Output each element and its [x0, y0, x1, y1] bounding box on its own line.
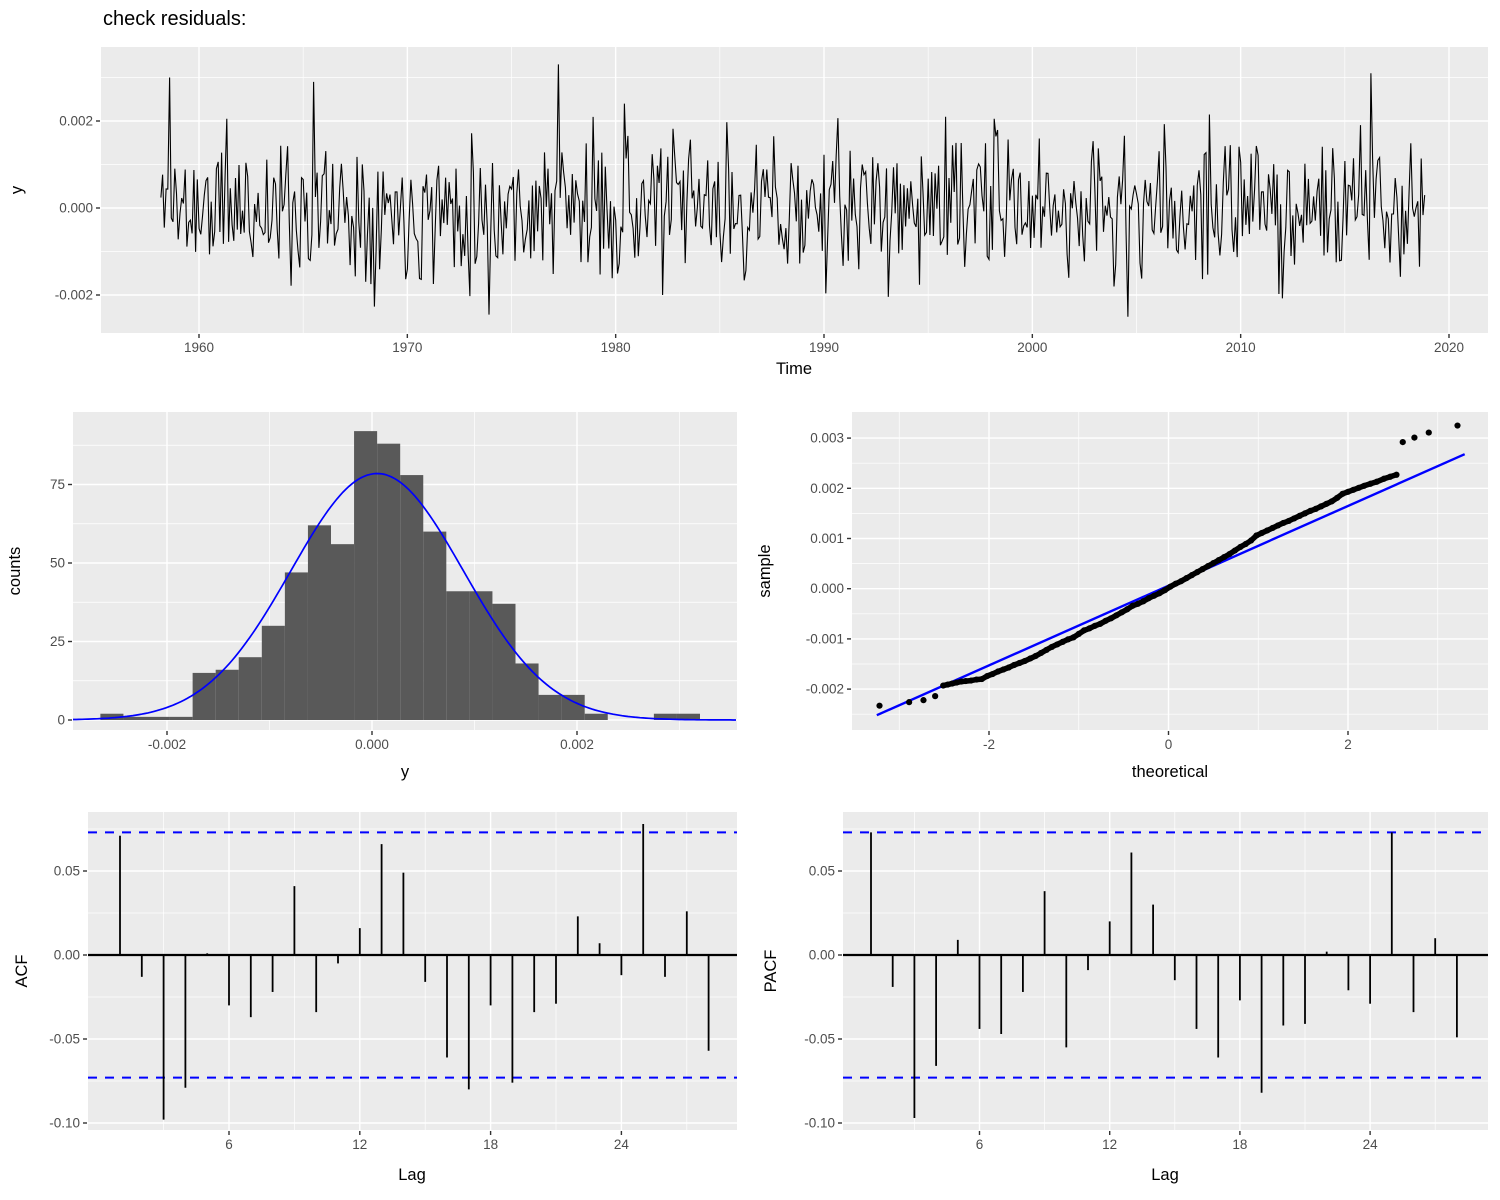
normal-density-curve [73, 472, 736, 721]
residual-histogram-plot: -0.002 0.000 0.002 0 25 50 75 y counts [6, 412, 737, 781]
time-series-x-tick-label: 1980 [601, 340, 631, 355]
histogram-y-axis-title: counts [6, 547, 24, 596]
time-series-x-tick-label: 1960 [184, 340, 214, 355]
qq-x-tick-label: 0 [1165, 737, 1173, 752]
qq-y-tick-label: 0.001 [810, 531, 844, 546]
acf-x-axis-title: Lag [398, 1166, 426, 1184]
time-series-y-tick-label: 0.002 [59, 114, 93, 129]
histogram-bars [100, 431, 700, 720]
time-series-y-tick-label: 0.000 [59, 201, 93, 216]
figure-title: check residuals: [103, 8, 247, 30]
pacf-y-tick-label: -0.10 [804, 1116, 835, 1131]
pacf-x-tick-label: 18 [1232, 1137, 1247, 1152]
qq-y-tick-label: -0.001 [806, 631, 844, 646]
acf-y-axis-title: ACF [13, 955, 31, 988]
acf-spikes [119, 823, 710, 1120]
histogram-x-tick-label: 0.000 [355, 737, 389, 752]
time-series-y-tick-label: -0.002 [55, 288, 93, 303]
time-series-y-axis-title: y [8, 185, 26, 194]
pacf-x-axis-title: Lag [1151, 1166, 1179, 1184]
acf-x-tick-label: 12 [352, 1137, 367, 1152]
pacf-x-tick-label: 12 [1102, 1137, 1117, 1152]
histogram-y-tick-label: 25 [50, 634, 65, 649]
histogram-y-tick-label: 0 [57, 713, 65, 728]
acf-plot: 6 12 18 24 0.05 0.00 -0.05 -0.10 Lag ACF [13, 812, 737, 1184]
qq-plot: -2 0 2 0.003 0.002 0.001 0.000 -0.001 -0.002 theo… [756, 412, 1488, 781]
acf-y-tick-label: -0.10 [49, 1116, 80, 1131]
histogram-y-tick-label: 50 [50, 556, 65, 571]
qq-y-tick-label: 0.000 [810, 581, 844, 596]
histogram-y-tick-label: 75 [50, 477, 65, 492]
qq-y-tick-label: -0.002 [806, 682, 844, 697]
histogram-x-axis-title: y [401, 763, 410, 781]
time-series-x-tick-label: 2010 [1226, 340, 1256, 355]
acf-y-tick-label: 0.05 [54, 864, 80, 879]
acf-x-tick-label: 24 [614, 1137, 630, 1152]
time-series-x-tick-label: 2000 [1017, 340, 1047, 355]
time-series-x-tick-label: 1990 [809, 340, 839, 355]
qq-x-tick-label: 2 [1344, 737, 1352, 752]
time-series-x-tick-label: 2020 [1434, 340, 1464, 355]
qq-y-axis-title: sample [756, 544, 774, 597]
acf-x-tick-label: 18 [483, 1137, 498, 1152]
time-series-plot: 1960 1970 1980 1990 2000 2010 2020 0.002 0.000 -0… [8, 47, 1488, 378]
acf-y-tick-label: 0.00 [54, 948, 80, 963]
histogram-x-tick-label: -0.002 [148, 737, 186, 752]
qq-x-tick-label: -2 [983, 737, 995, 752]
pacf-x-tick-label: 24 [1363, 1137, 1379, 1152]
qq-y-tick-label: 0.002 [810, 481, 844, 496]
pacf-y-tick-label: 0.00 [809, 948, 835, 963]
time-series-x-tick-label: 1970 [392, 340, 422, 355]
pacf-y-axis-title: PACF [762, 950, 780, 993]
qq-panel [852, 412, 1488, 730]
pacf-y-tick-label: -0.05 [804, 1032, 835, 1047]
qq-y-tick-label: 0.003 [810, 431, 844, 446]
pacf-spikes [870, 832, 1458, 1118]
qq-points [876, 422, 1461, 709]
time-series-x-axis-title: Time [776, 360, 812, 378]
acf-y-tick-label: -0.05 [49, 1032, 80, 1047]
qq-x-axis-title: theoretical [1132, 763, 1208, 781]
pacf-plot: 6 12 18 24 0.05 0.00 -0.05 -0.10 Lag PACF [762, 812, 1488, 1184]
histogram-x-tick-label: 0.002 [560, 737, 594, 752]
pacf-x-tick-label: 6 [976, 1137, 984, 1152]
pacf-y-tick-label: 0.05 [809, 864, 835, 879]
residual-series-line [160, 64, 1426, 317]
acf-x-tick-label: 6 [225, 1137, 233, 1152]
